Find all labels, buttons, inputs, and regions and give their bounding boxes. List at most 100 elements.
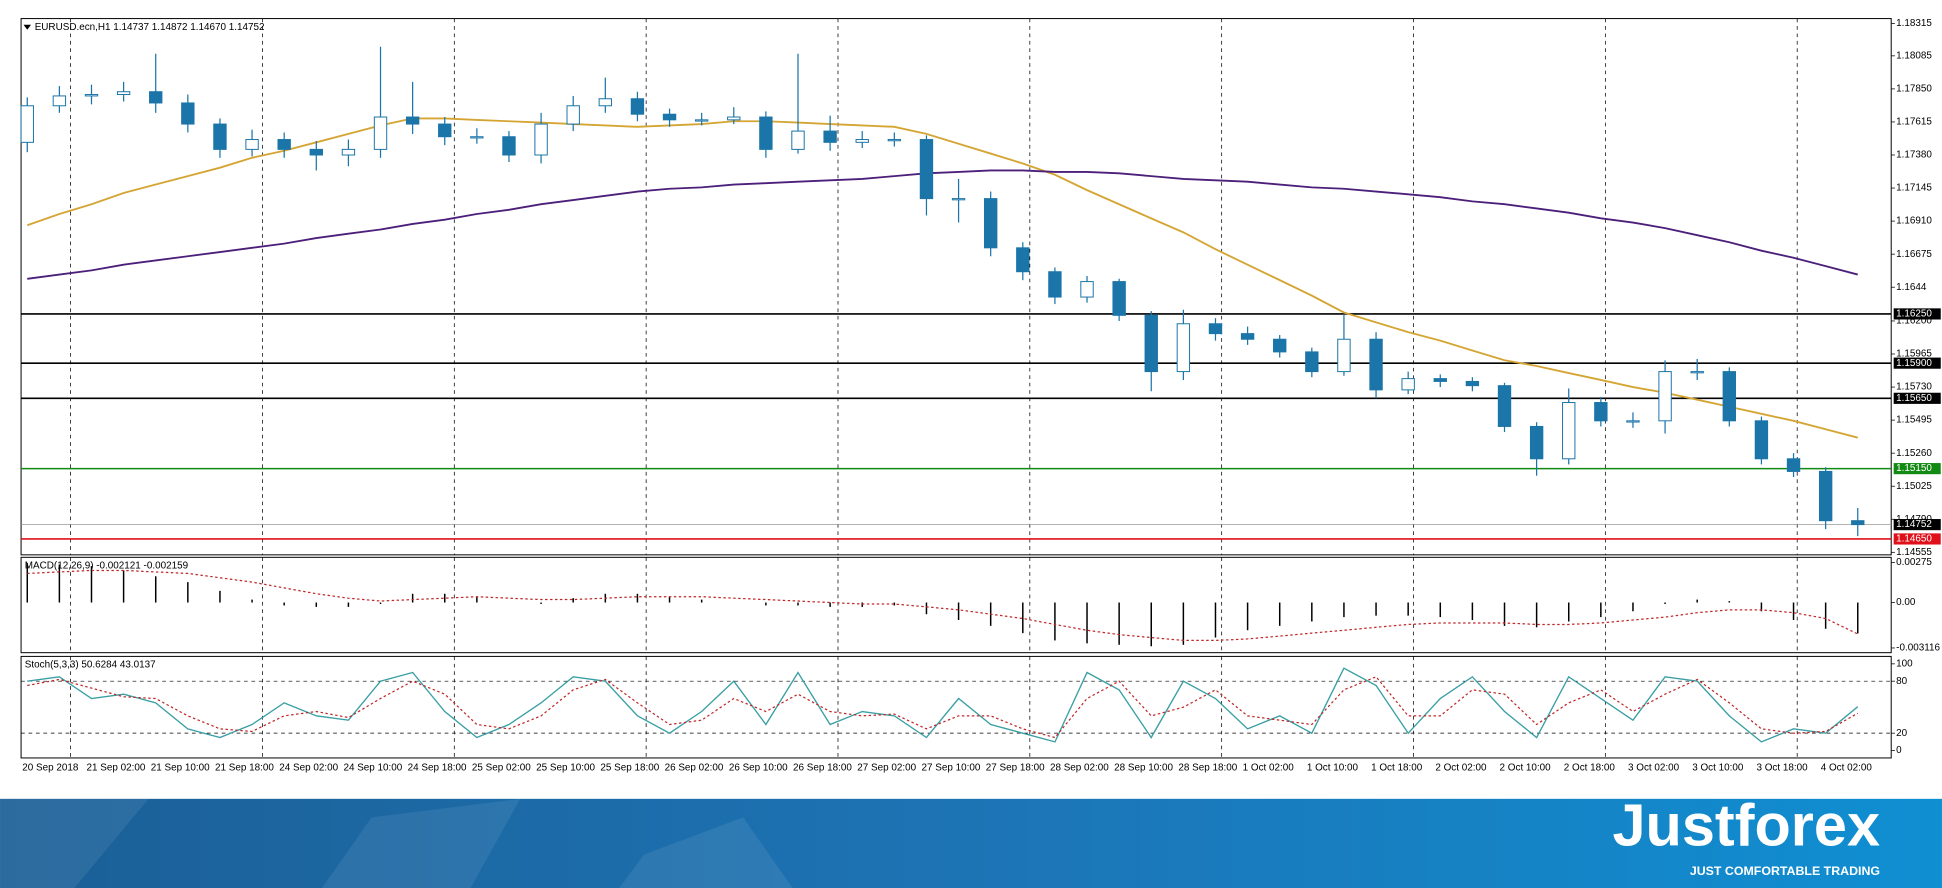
macd-title: MACD(12,26,9) -0.002121 -0.002159 — [25, 561, 189, 572]
candle-body — [534, 123, 548, 156]
candle-body — [84, 94, 99, 97]
candle-body — [1658, 371, 1672, 422]
chart-title: EURUSD.ecn,H1 1.14737 1.14872 1.14670 1.… — [35, 22, 265, 33]
y-tick-label: 1.15025 — [1896, 481, 1932, 492]
y-tick-label: 0.00275 — [1896, 557, 1932, 568]
candle-body — [1818, 470, 1833, 522]
y-tick-label: 1.16910 — [1896, 216, 1932, 227]
candle-body — [630, 98, 645, 115]
stoch-panel — [20, 655, 1892, 759]
candle-body — [1240, 333, 1255, 340]
candle-body — [245, 139, 259, 150]
candle-body — [694, 119, 709, 122]
current-price-tag — [1893, 519, 1941, 531]
candle-body — [919, 139, 934, 200]
y-tick-label: 1.15965 — [1896, 349, 1932, 360]
x-tick-label: 26 Sep 18:00 — [793, 762, 852, 773]
x-tick-label: 26 Sep 02:00 — [665, 762, 724, 773]
candle-body — [1337, 338, 1351, 373]
x-tick-label: 3 Oct 10:00 — [1692, 762, 1744, 773]
x-tick-label: 27 Sep 10:00 — [922, 762, 981, 773]
y-tick-label: 1.16675 — [1896, 249, 1932, 260]
candle-body — [1851, 520, 1865, 526]
x-tick-label: 26 Sep 10:00 — [729, 762, 788, 773]
candle-body — [1016, 247, 1030, 273]
y-tick-label: 100 — [1896, 658, 1913, 669]
y-tick-label: 1.17145 — [1896, 183, 1932, 194]
y-tick-label: 0.00 — [1896, 597, 1916, 608]
candle-body — [470, 136, 484, 139]
background — [0, 0, 1942, 799]
candle-body — [1401, 378, 1415, 391]
candle-body — [1722, 371, 1736, 422]
x-tick-label: 27 Sep 02:00 — [857, 762, 916, 773]
candle-body — [1690, 371, 1704, 374]
candle-body — [1786, 458, 1801, 472]
candle-body — [1433, 378, 1447, 382]
y-tick-label: 1.1644 — [1896, 282, 1927, 293]
candle-body — [1112, 281, 1126, 316]
x-tick-label: 2 Oct 10:00 — [1500, 762, 1552, 773]
candle-body — [791, 130, 805, 150]
level-tag — [1893, 533, 1941, 545]
price-panel — [20, 18, 1892, 556]
y-tick-label: 1.18085 — [1896, 50, 1932, 61]
candle-body — [1594, 402, 1608, 422]
candle-body — [887, 139, 902, 142]
candle-body — [1176, 323, 1191, 373]
candle-body — [1754, 420, 1769, 460]
x-tick-label: 24 Sep 10:00 — [343, 762, 402, 773]
candle-body — [341, 148, 356, 156]
footer-banner — [0, 798, 1942, 888]
x-tick-label: 20 Sep 2018 — [22, 762, 79, 773]
candle-body — [1144, 314, 1158, 373]
level-tag — [1893, 392, 1941, 404]
banner-shapes — [0, 798, 793, 888]
candle-body — [1208, 323, 1223, 335]
candle-body — [52, 95, 67, 107]
candle-body — [149, 91, 163, 104]
candle-body — [951, 198, 966, 201]
candle-body — [1529, 425, 1544, 460]
candle-body — [566, 105, 580, 125]
stoch-signal — [27, 676, 1859, 739]
x-tick-label: 3 Oct 18:00 — [1756, 762, 1808, 773]
candle-body — [309, 148, 323, 156]
y-tick-label: 1.18315 — [1896, 18, 1932, 29]
x-tick-label: 4 Oct 02:00 — [1821, 762, 1873, 773]
candle-body — [1080, 281, 1094, 298]
candle-body — [1626, 420, 1640, 423]
y-tick-label: 1.17615 — [1896, 117, 1932, 128]
candle-body — [823, 130, 837, 143]
candle-body — [727, 116, 741, 121]
x-tick-label: 1 Oct 10:00 — [1307, 762, 1359, 773]
y-tick-label: 0 — [1896, 745, 1902, 756]
candle-body — [20, 105, 34, 143]
y-tick-label: 1.15730 — [1896, 382, 1932, 393]
x-tick-label: 28 Sep 02:00 — [1050, 762, 1109, 773]
level-tag — [1893, 308, 1941, 320]
candle-body — [1048, 271, 1062, 298]
candle-body — [213, 123, 227, 150]
candle-body — [855, 139, 869, 143]
candle-body — [181, 102, 195, 125]
x-tick-label: 25 Sep 18:00 — [600, 762, 659, 773]
x-tick-label: 28 Sep 18:00 — [1178, 762, 1237, 773]
y-tick-label: 1.17850 — [1896, 84, 1932, 95]
x-tick-label: 24 Sep 02:00 — [279, 762, 338, 773]
slogan: JUST COMFORTABLE TRADING — [1690, 864, 1880, 878]
x-tick-label: 1 Oct 02:00 — [1243, 762, 1295, 773]
candle-body — [116, 91, 131, 96]
macd-signal — [27, 569, 1859, 642]
x-tick-label: 21 Sep 18:00 — [215, 762, 274, 773]
y-tick-label: 80 — [1896, 676, 1908, 687]
x-tick-label: 25 Sep 10:00 — [536, 762, 595, 773]
x-tick-label: 27 Sep 18:00 — [986, 762, 1045, 773]
x-tick-label: 21 Sep 10:00 — [151, 762, 210, 773]
level-tag — [1893, 357, 1941, 369]
y-tick-label: 1.15495 — [1896, 415, 1932, 426]
menu-arrow[interactable] — [23, 24, 31, 30]
y-tick-label: 1.15260 — [1896, 448, 1932, 459]
stoch-main — [27, 667, 1859, 743]
